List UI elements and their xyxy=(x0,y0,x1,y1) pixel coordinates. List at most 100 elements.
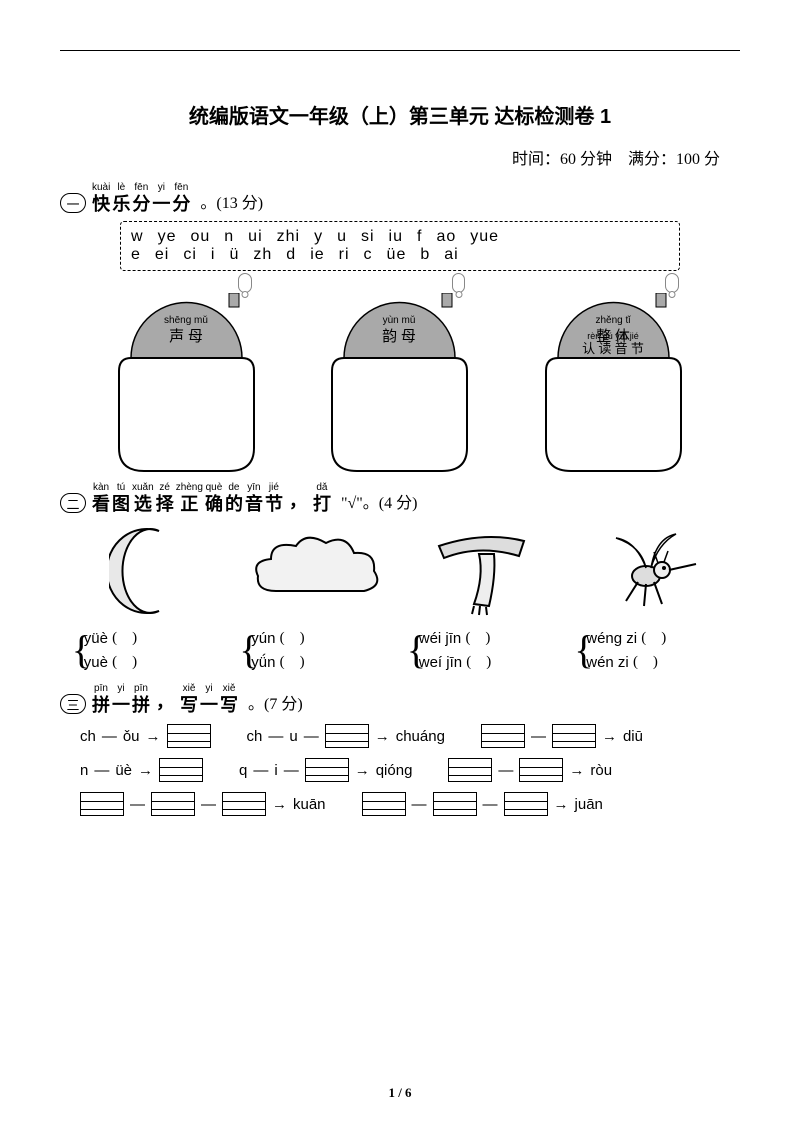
pinyin-source-box: wyeounuizhiyusiiufaoyue eeiciiüzhdiericü… xyxy=(120,221,680,271)
sorting-pots-row: shēng mǔ 声 母 yùn mǔ 韵 母 zhěng tǐ 整 体 rèn xyxy=(90,275,710,473)
writing-grid[interactable] xyxy=(305,758,349,782)
image-mosquito xyxy=(576,523,726,618)
section-2: 二 kàn看tú图xuǎn选zé择zhèng正què确de的yīn音jié节 ，… xyxy=(60,483,740,674)
syllable-text: qióng xyxy=(376,762,413,779)
arrow-icon: → xyxy=(355,762,370,779)
q3-row-0: ch—ǒu→ch—u—→chuáng—→diū xyxy=(80,724,720,748)
writing-grid[interactable] xyxy=(362,792,406,816)
syllable-text: ròu xyxy=(590,762,612,779)
writing-grid[interactable] xyxy=(167,724,211,748)
writing-grid[interactable] xyxy=(481,724,525,748)
svg-text:shēng mǔ: shēng mǔ xyxy=(164,315,208,326)
writing-grid[interactable] xyxy=(222,792,266,816)
pinyin-token: üe xyxy=(387,246,407,264)
choice-option-b[interactable]: yǘn ( ) xyxy=(251,650,391,674)
writing-grid[interactable] xyxy=(504,792,548,816)
sorting-pot-2: zhěng tǐ 整 体 rèn dú yīn jié 认 读 音 节 xyxy=(526,275,701,473)
section-3-points: 。(7 分) xyxy=(248,690,303,714)
dash: — xyxy=(201,796,216,813)
dash: — xyxy=(268,728,283,745)
arrow-icon: → xyxy=(554,796,569,813)
pinyin-token: ü xyxy=(229,246,239,264)
pinyin-token: ri xyxy=(339,246,350,264)
section-1: 一 kuài快lè乐fēn分yi一fēn分 。(13 分) wyeounuizh… xyxy=(60,183,740,473)
image-moon xyxy=(74,523,224,618)
svg-text:yùn mǔ: yùn mǔ xyxy=(383,315,416,326)
writing-grid[interactable] xyxy=(448,758,492,782)
section-3-heading: 三 pīn拼yi一pīn拼 ， xiě写yi一xiě写 。(7 分) xyxy=(60,684,740,714)
choice-row: { yüè ( ) yuè ( ) { yún ( ) yǘn ( ) { wé… xyxy=(70,626,730,674)
time-text: 时间：60 分钟 xyxy=(512,151,612,168)
arrow-icon: → xyxy=(375,728,390,745)
section-3-number: 三 xyxy=(60,694,86,714)
pinyin-token: ou xyxy=(190,228,210,246)
pinyin-token: d xyxy=(286,246,296,264)
choice-pair-3: { wéng zi ( ) wén zi ( ) xyxy=(576,626,726,674)
choice-option-a[interactable]: wéng zi ( ) xyxy=(586,626,726,650)
dash: — xyxy=(130,796,145,813)
section-2-tail-pre: ， xyxy=(289,487,307,513)
section-3: 三 pīn拼yi一pīn拼 ， xiě写yi一xiě写 。(7 分) ch — ǒu… xyxy=(60,684,740,816)
pinyin-token: i xyxy=(211,246,216,264)
writing-grid[interactable] xyxy=(519,758,563,782)
choice-option-a[interactable]: yüè ( ) xyxy=(84,626,224,650)
document-meta: 时间：60 分钟 满分：100 分 xyxy=(60,145,740,169)
pinyin-row-2: eeiciiüzhdiericüebai xyxy=(131,246,669,264)
syllable-text: ch xyxy=(80,728,96,745)
dash: — xyxy=(412,796,427,813)
arrow-icon: → xyxy=(272,796,287,813)
writing-grid[interactable] xyxy=(433,792,477,816)
writing-grid[interactable] xyxy=(159,758,203,782)
brace-icon: { xyxy=(407,628,426,672)
section-1-number: 一 xyxy=(60,193,86,213)
arrow-icon: → xyxy=(146,728,161,745)
pinyin-token: yue xyxy=(470,228,499,246)
brace-icon: { xyxy=(239,628,258,672)
pinyin-token: ao xyxy=(436,228,456,246)
page-top-rule xyxy=(60,50,740,51)
pot-chimney-bubble xyxy=(665,273,679,293)
syllable-text: q xyxy=(239,762,247,779)
writing-grid[interactable] xyxy=(325,724,369,748)
choice-pair-0: { yüè ( ) yuè ( ) xyxy=(74,626,224,674)
choice-option-b[interactable]: wén zi ( ) xyxy=(586,650,726,674)
page-footer: 1 / 6 xyxy=(0,1085,800,1101)
pinyin-token: si xyxy=(361,228,375,246)
image-scarf xyxy=(409,523,559,618)
pinyin-token: n xyxy=(224,228,234,246)
pinyin-token: ye xyxy=(158,228,177,246)
choice-option-b[interactable]: yuè ( ) xyxy=(84,650,224,674)
section-1-points: 。(13 分) xyxy=(200,189,263,213)
pot-svg: yùn mǔ 韵 母 xyxy=(312,293,487,473)
dash: — xyxy=(102,728,117,745)
pot-chimney-bubble xyxy=(238,273,252,293)
dash: — xyxy=(284,762,299,779)
pinyin-token: iu xyxy=(389,228,403,246)
dash: — xyxy=(304,728,319,745)
pinyin-token: c xyxy=(364,246,373,264)
syllable-text: chuáng xyxy=(396,728,445,745)
dash: — xyxy=(253,762,268,779)
svg-text:声 母: 声 母 xyxy=(169,327,203,345)
pinyin-token: ci xyxy=(183,246,197,264)
section-3-title-ruby-a: pīn拼yi一pīn拼 xyxy=(92,684,150,714)
section-2-heading: 二 kàn看tú图xuǎn选zé择zhèng正què确de的yīn音jié节 ，… xyxy=(60,483,740,513)
syllable-text: ǒu xyxy=(123,728,140,745)
svg-text:韵 母: 韵 母 xyxy=(383,328,417,345)
choice-option-b[interactable]: weí jīn ( ) xyxy=(419,650,559,674)
writing-grid[interactable] xyxy=(80,792,124,816)
pinyin-token: e xyxy=(131,246,141,264)
sorting-pot-0: shēng mǔ 声 母 xyxy=(99,275,274,473)
pinyin-row-1: wyeounuizhiyusiiufaoyue xyxy=(131,228,669,246)
section-2-title-ruby: kàn看tú图xuǎn选zé择zhèng正què确de的yīn音jié节 xyxy=(92,483,283,513)
section-2-points: "√"。(4 分) xyxy=(341,489,418,513)
choice-option-a[interactable]: wéi jīn ( ) xyxy=(419,626,559,650)
svg-text:zhěng tǐ: zhěng tǐ xyxy=(595,315,631,326)
pinyin-token: ai xyxy=(444,246,458,264)
choice-pair-1: { yún ( ) yǘn ( ) xyxy=(241,626,391,674)
writing-grid[interactable] xyxy=(151,792,195,816)
brace-icon: { xyxy=(574,628,593,672)
syllable-text: i xyxy=(274,762,277,779)
choice-option-a[interactable]: yún ( ) xyxy=(251,626,391,650)
writing-grid[interactable] xyxy=(552,724,596,748)
